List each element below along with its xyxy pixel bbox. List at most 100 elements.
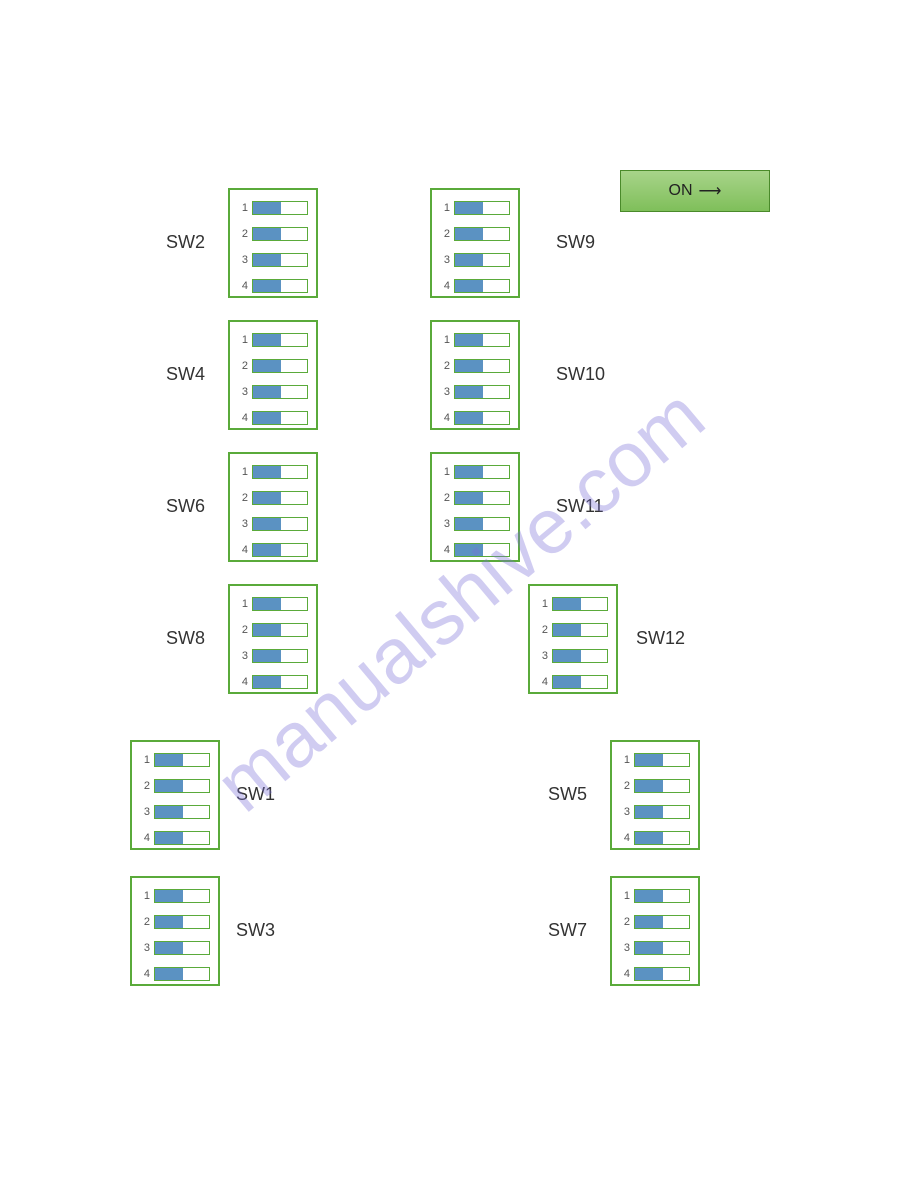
switch-thumb — [635, 942, 663, 954]
switch-track — [552, 675, 608, 689]
switch-number: 2 — [238, 360, 248, 372]
switch-track — [454, 333, 510, 347]
dip-switch-sw8: 1234 — [228, 584, 318, 694]
switch-thumb — [155, 890, 183, 902]
switch-thumb — [253, 228, 281, 240]
switch-row: 2 — [538, 622, 608, 638]
on-legend-arrow: ⟶ — [699, 181, 722, 201]
switch-thumb — [635, 806, 663, 818]
dip-switch-sw6: 1234 — [228, 452, 318, 562]
switch-row: 2 — [620, 914, 690, 930]
switch-number: 3 — [140, 806, 150, 818]
switch-row: 4 — [440, 410, 510, 426]
switch-thumb — [253, 466, 281, 478]
switch-track — [454, 201, 510, 215]
switch-label-sw3: SW3 — [236, 920, 275, 941]
switch-number: 1 — [440, 466, 450, 478]
switch-row: 1 — [440, 200, 510, 216]
dip-switch-sw10: 1234 — [430, 320, 520, 430]
switch-track — [454, 359, 510, 373]
switch-thumb — [635, 780, 663, 792]
switch-number: 1 — [620, 890, 630, 902]
switch-row: 4 — [238, 278, 308, 294]
switch-thumb — [253, 280, 281, 292]
switch-thumb — [455, 412, 483, 424]
switch-row: 3 — [538, 648, 608, 664]
switch-track — [252, 675, 308, 689]
dip-switch-sw7: 1234 — [610, 876, 700, 986]
switch-thumb — [155, 754, 183, 766]
switch-thumb — [253, 544, 281, 556]
switch-thumb — [155, 806, 183, 818]
switch-track — [634, 779, 690, 793]
switch-thumb — [155, 916, 183, 928]
switch-number: 3 — [140, 942, 150, 954]
switch-track — [454, 279, 510, 293]
switch-thumb — [253, 624, 281, 636]
switch-track — [252, 385, 308, 399]
switch-thumb — [455, 386, 483, 398]
switch-thumb — [253, 598, 281, 610]
switch-row: 3 — [238, 384, 308, 400]
switch-thumb — [155, 832, 183, 844]
switch-row: 1 — [238, 464, 308, 480]
dip-switch-sw9: 1234 — [430, 188, 520, 298]
dip-switch-sw5: 1234 — [610, 740, 700, 850]
switch-track — [252, 491, 308, 505]
switch-thumb — [455, 280, 483, 292]
dip-switch-sw1: 1234 — [130, 740, 220, 850]
switch-row: 2 — [238, 622, 308, 638]
switch-track — [154, 941, 210, 955]
switch-label-sw11: SW11 — [556, 496, 604, 517]
switch-number: 1 — [140, 890, 150, 902]
switch-number: 2 — [238, 624, 248, 636]
switch-number: 4 — [620, 832, 630, 844]
switch-label-sw9: SW9 — [556, 232, 595, 253]
switch-track — [154, 889, 210, 903]
switch-row: 3 — [440, 384, 510, 400]
switch-thumb — [455, 360, 483, 372]
switch-thumb — [455, 334, 483, 346]
switch-number: 2 — [140, 780, 150, 792]
switch-thumb — [155, 942, 183, 954]
switch-row: 2 — [140, 778, 210, 794]
switch-track — [552, 649, 608, 663]
switch-track — [252, 227, 308, 241]
switch-row: 2 — [440, 490, 510, 506]
switch-row: 4 — [238, 674, 308, 690]
switch-row: 4 — [620, 966, 690, 982]
switch-track — [252, 411, 308, 425]
switch-thumb — [553, 650, 581, 662]
switch-number: 1 — [238, 334, 248, 346]
switch-number: 3 — [620, 806, 630, 818]
switch-track — [634, 967, 690, 981]
switch-number: 3 — [238, 518, 248, 530]
switch-number: 4 — [238, 412, 248, 424]
switch-thumb — [635, 968, 663, 980]
switch-label-sw12: SW12 — [636, 628, 685, 649]
switch-track — [454, 227, 510, 241]
switch-number: 4 — [440, 544, 450, 556]
switch-thumb — [253, 254, 281, 266]
switch-number: 4 — [440, 412, 450, 424]
switch-number: 4 — [140, 832, 150, 844]
switch-row: 2 — [140, 914, 210, 930]
switch-number: 2 — [440, 228, 450, 240]
switch-row: 1 — [440, 464, 510, 480]
switch-label-sw7: SW7 — [548, 920, 587, 941]
switch-track — [454, 465, 510, 479]
switch-thumb — [253, 412, 281, 424]
on-legend: ON ⟶ — [620, 170, 770, 212]
switch-row: 1 — [238, 332, 308, 348]
switch-number: 2 — [620, 916, 630, 928]
switch-track — [252, 517, 308, 531]
dip-switch-sw4: 1 2 3 4 — [228, 320, 318, 430]
switch-thumb — [635, 890, 663, 902]
switch-track — [634, 831, 690, 845]
on-legend-text: ON — [669, 182, 693, 200]
switch-number: 4 — [238, 544, 248, 556]
switch-thumb — [253, 334, 281, 346]
switch-thumb — [253, 676, 281, 688]
switch-number: 2 — [140, 916, 150, 928]
switch-number: 2 — [538, 624, 548, 636]
